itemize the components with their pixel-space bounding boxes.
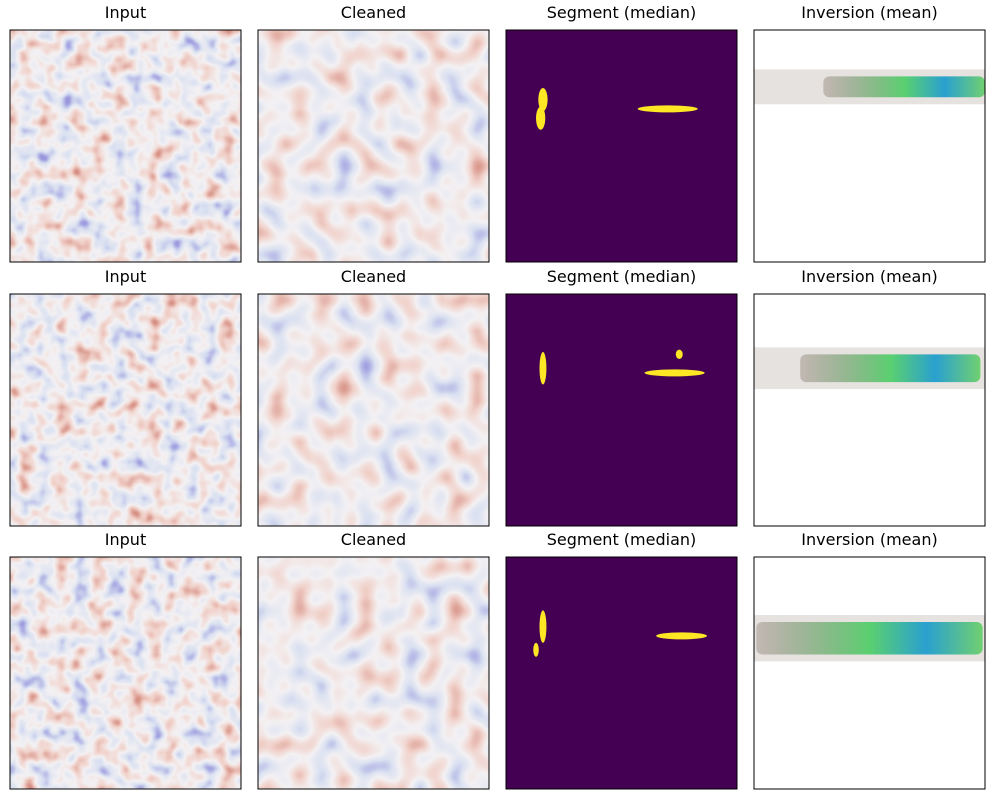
panel-title: Inversion (mean) <box>801 267 937 286</box>
panel-frame <box>505 29 738 263</box>
panel-frame <box>753 556 986 790</box>
inversion-band <box>800 354 981 383</box>
panel-frame <box>753 29 986 263</box>
segment-blob <box>533 642 539 657</box>
segment-blob <box>539 610 547 643</box>
panel-title: Input <box>105 530 146 549</box>
panel-title: Input <box>105 267 146 286</box>
segment-blob <box>675 349 683 359</box>
field-image <box>258 294 489 526</box>
inversion-image <box>754 30 985 262</box>
panel-title: Segment (median) <box>547 530 697 549</box>
segment-image <box>506 30 737 262</box>
panel-frame <box>753 293 986 527</box>
panel-title: Cleaned <box>341 530 406 549</box>
segment-blob <box>644 369 705 377</box>
segment-blob <box>538 88 548 112</box>
panel-frame <box>257 556 490 790</box>
panel-frame <box>9 556 242 790</box>
field-image <box>10 30 241 262</box>
panel-title: Cleaned <box>341 3 406 22</box>
panel-frame <box>257 293 490 527</box>
panel-frame <box>505 293 738 527</box>
panel-frame <box>9 29 242 263</box>
panel-frame <box>505 556 738 790</box>
segment-image <box>506 294 737 526</box>
panel-title: Input <box>105 3 146 22</box>
field-image <box>258 30 489 262</box>
panel-title: Segment (median) <box>547 267 697 286</box>
segment-blob <box>656 632 707 640</box>
panel-title: Segment (median) <box>547 3 697 22</box>
panel-frame <box>257 29 490 263</box>
panel-title: Inversion (mean) <box>801 3 937 22</box>
panel-title: Inversion (mean) <box>801 530 937 549</box>
panel-frame <box>9 293 242 527</box>
panel-title: Cleaned <box>341 267 406 286</box>
inversion-image <box>754 294 985 526</box>
segment-blob <box>536 106 546 130</box>
segment-blob <box>637 105 698 113</box>
field-image <box>258 557 489 789</box>
field-image <box>10 294 241 526</box>
inversion-band <box>756 621 983 655</box>
inversion-band <box>823 76 985 98</box>
inversion-image <box>754 557 985 789</box>
segment-image <box>506 557 737 789</box>
field-image <box>10 557 241 789</box>
segment-blob <box>539 352 547 385</box>
